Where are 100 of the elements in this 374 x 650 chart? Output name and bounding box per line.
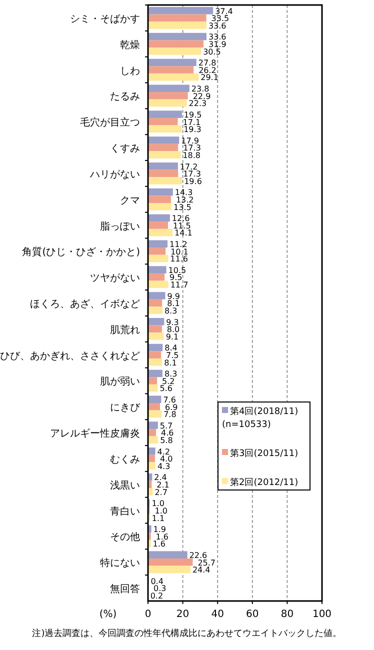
data-label: 37.4 [215,6,233,16]
y-tick-label: 脂っぽい [100,220,140,232]
data-label: 26.2 [198,66,216,75]
x-tick-label: 20 [176,609,190,620]
data-label: 17.2 [180,162,198,172]
data-label: 1.0 [152,499,164,508]
y-tick-label: しわ [120,66,140,77]
legend-label: 第3回(2015/11) [230,448,298,459]
data-label: 11.5 [173,221,191,230]
data-label: 6.9 [165,402,178,412]
y-tick-label: アレルギー性皮膚炎 [50,428,140,440]
data-label: 9.5 [170,273,182,282]
data-label: 7.6 [163,396,176,404]
data-label: 7.5 [166,350,179,360]
y-tick-label: 角質(ひじ・ひざ・かかと) [22,246,140,258]
data-label: 8.1 [167,299,180,308]
data-label: 8.3 [164,306,178,316]
data-label: 8.3 [164,370,178,379]
data-label: 19.5 [184,110,202,120]
data-label: 11.6 [170,254,188,264]
data-label: 13.5 [173,202,192,212]
data-label: 8.0 [166,325,180,334]
data-label: 0.4 [150,576,164,586]
data-label: 4.6 [161,428,174,438]
y-tick-label: 肌荒れ [110,324,140,336]
data-label: 33.6 [208,21,226,30]
data-label: 30.5 [203,47,221,56]
data-label: 27.8 [198,58,216,68]
data-label: 12.6 [172,214,190,224]
y-tick-label: にきび [110,402,141,414]
data-label: 17.1 [182,118,201,127]
data-label: 8.4 [164,344,178,353]
data-label: 1.6 [152,540,166,549]
data-label: 1.0 [154,506,168,516]
data-label: 17.3 [183,144,201,153]
data-label: 7.8 [164,410,176,420]
x-axis-title: (%) [99,609,117,620]
data-label: 2.7 [154,488,168,497]
data-label: 5.2 [162,376,175,386]
x-tick-label: 0 [144,609,152,620]
data-label: 25.7 [198,558,216,568]
y-tick-label: ひび、あかぎれ、ささくれなど [0,350,140,362]
data-label: 0.2 [150,592,164,600]
data-label: 19.6 [184,176,202,186]
data-label: 0.3 [154,584,166,594]
data-label: 9.3 [166,318,179,327]
x-tick-label: 60 [246,609,259,620]
data-label: 17.9 [181,136,199,146]
y-tick-label: シミ・そばかす [70,14,140,25]
data-label: 4.2 [157,447,170,456]
data-label: 1.1 [152,514,165,523]
x-tick-label: 100 [312,609,332,620]
data-label: 8.1 [164,358,177,368]
data-label: 22.3 [188,99,207,108]
data-label: 2.1 [156,480,170,490]
data-label: 10.5 [168,266,186,275]
y-tick-label: むくみ [110,454,140,466]
data-label: 2.4 [154,473,167,482]
data-label: 9.9 [167,292,180,301]
data-label: 22.6 [189,550,208,560]
data-label: 29.1 [200,73,218,82]
x-tick-label: 40 [211,609,224,620]
y-tick-label: 特にない [100,557,140,570]
data-label: 13.2 [176,196,194,204]
data-label: 4.0 [160,454,173,464]
data-label: 31.9 [208,40,226,50]
data-label: 14.3 [174,188,193,198]
x-tick-label: 80 [280,609,294,620]
y-tick-label: その他 [110,531,140,544]
data-label: 24.4 [192,566,210,575]
data-label: 19.3 [184,125,202,134]
data-label: 4.3 [157,462,170,471]
y-tick-label: くすみ [110,144,140,155]
data-label: 1.9 [153,525,166,534]
data-label: 14.1 [174,228,192,238]
y-tick-label: 毛穴が目立つ [80,116,140,129]
text: 注)過去調査は、今回調査の性年代構成比にあわせてウエイトバックした値。 [32,628,342,639]
data-label: 9.1 [166,332,179,342]
data-label: 1.6 [156,532,169,542]
data-label: 11.2 [169,240,188,250]
data-label: 5.6 [160,384,172,394]
data-label: 33.5 [211,14,230,24]
y-tick-label: 無回答 [110,583,140,596]
data-label: 17.3 [183,170,201,179]
y-tick-label: たるみ [110,92,140,103]
y-tick-label: 乾燥 [120,38,140,51]
data-label: 22.9 [192,92,211,101]
y-tick-label: 青白い [110,505,140,518]
y-tick-label: ほくろ、あざ、イボなど [30,299,140,310]
y-tick-label: 浅黒い [110,479,140,492]
data-label: 10.1 [170,247,188,256]
y-tick-label: クマ [120,195,140,206]
legend-label: 第4回(2018/11) (n=10533) [222,406,298,430]
y-tick-label: ツヤがない [90,273,140,284]
y-tick-label: 肌が弱い [100,376,140,388]
data-label: 23.8 [191,84,210,94]
data-label: 18.8 [182,150,201,160]
data-label: 11.7 [170,280,188,290]
data-label: 33.6 [208,32,226,42]
y-tick-label: ハリがない [89,169,140,180]
